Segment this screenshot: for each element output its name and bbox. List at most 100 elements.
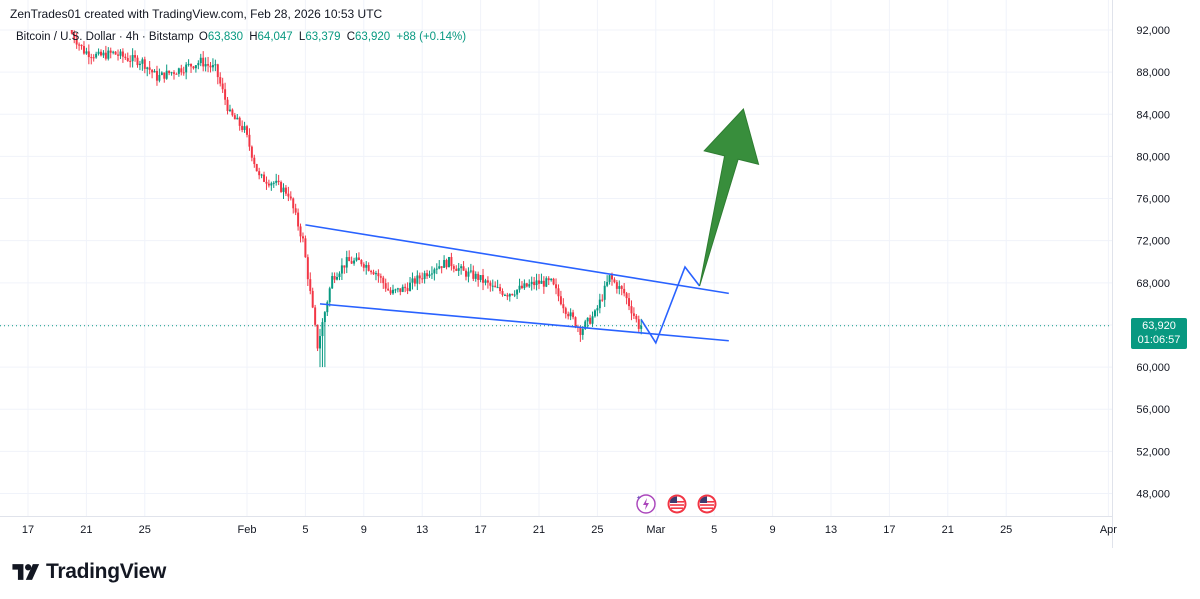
candle-body — [138, 63, 141, 66]
attribution-text: ZenTrades01 created with TradingView.com… — [10, 7, 383, 21]
tradingview-brand-text: TradingView — [46, 560, 167, 583]
candle-body — [538, 280, 540, 284]
candle-body — [367, 264, 370, 271]
legend-change: +88 (+0.14%) — [396, 31, 467, 43]
candle-body — [598, 299, 601, 309]
candle-body — [530, 281, 533, 285]
candle-body — [635, 315, 638, 320]
candle-body — [618, 286, 621, 289]
candle-body — [168, 70, 171, 74]
candle-body — [258, 171, 261, 176]
sparkle-event-icon[interactable] — [636, 494, 656, 514]
price-chart[interactable]: 92,000 88,000 84,000 80,000 76,000 72,000 68,0… — [0, 0, 1200, 548]
tradingview-logo: TradingView — [10, 558, 166, 586]
candle-body — [180, 68, 183, 73]
candle-body — [586, 317, 589, 322]
candle-body — [399, 288, 402, 292]
time-axis-label: 17 — [474, 524, 486, 536]
candle-body — [350, 261, 353, 264]
candle-body — [219, 77, 222, 84]
candle-body — [401, 286, 404, 292]
candle-body — [557, 288, 560, 297]
candle-body — [613, 279, 616, 283]
time-axis-label: 17 — [22, 524, 34, 536]
candle-body — [163, 72, 166, 79]
candle-body — [426, 273, 429, 277]
candle-body — [623, 288, 626, 294]
last-price-tag: 63,920 01:06:57 — [1131, 318, 1187, 349]
candle-body — [143, 59, 146, 69]
time-axis-label: 21 — [942, 524, 954, 536]
candle-body — [389, 290, 392, 294]
candle-body — [435, 268, 438, 270]
candle-body — [508, 293, 511, 297]
candle-body — [90, 57, 93, 59]
candle-body — [469, 270, 472, 272]
candle-body — [85, 51, 88, 54]
candle-body — [267, 183, 270, 186]
candle-body — [306, 257, 309, 280]
candle-body — [467, 271, 470, 277]
candle-body — [516, 289, 519, 295]
candle-body — [611, 275, 613, 280]
bar-countdown: 01:06:57 — [1137, 334, 1181, 346]
time-axis-label: 5 — [711, 524, 717, 536]
candle-body — [404, 286, 407, 289]
candle-body — [165, 70, 168, 79]
candle-body — [382, 277, 385, 284]
candle-body — [579, 327, 582, 335]
tradingview-logo-icon — [12, 564, 40, 580]
candle-body — [173, 72, 175, 74]
candle-body — [596, 308, 599, 311]
candle-body — [377, 273, 380, 277]
time-axis-label: 17 — [883, 524, 895, 536]
candle-body — [360, 260, 363, 265]
candle-body — [640, 325, 643, 329]
candle-body — [119, 51, 122, 56]
candle-body — [260, 174, 263, 176]
candle-body — [345, 257, 348, 268]
candle-body — [243, 126, 246, 130]
price-axis-label: 48,000 — [1136, 489, 1170, 501]
candle-body — [197, 63, 200, 66]
candle-body — [129, 60, 132, 62]
candle-body — [207, 64, 210, 66]
time-axis-label: 21 — [80, 524, 92, 536]
candle-body — [484, 280, 487, 283]
us-flag-event-icon[interactable] — [697, 494, 717, 514]
candle-body — [630, 306, 633, 314]
candle-body — [107, 50, 110, 59]
time-axis-label: Feb — [238, 524, 257, 536]
chart-area[interactable]: 92,000 88,000 84,000 80,000 76,000 72,000 68,0… — [0, 0, 1200, 548]
candle-body — [141, 59, 144, 64]
candle-body — [450, 257, 453, 267]
us-flag-event-icon[interactable] — [667, 494, 687, 514]
candle-body — [155, 71, 158, 81]
candle-body — [314, 307, 317, 325]
candle-body — [216, 64, 219, 78]
candle-body — [581, 328, 584, 335]
candle-body — [525, 283, 528, 287]
time-axis-label: 25 — [1000, 524, 1012, 536]
candle-body — [387, 288, 390, 291]
time-axis-label: 5 — [302, 524, 308, 536]
candle-body — [353, 260, 356, 264]
candle-body — [584, 321, 587, 329]
candle-body — [338, 273, 341, 277]
candle-body — [182, 72, 185, 74]
candle-body — [433, 269, 436, 274]
candle-body — [452, 266, 455, 269]
candle-body — [104, 52, 107, 59]
last-price-value: 63,920 — [1142, 320, 1176, 332]
candle-body — [379, 276, 382, 278]
candle-body — [372, 272, 375, 275]
candle-body — [421, 278, 424, 280]
candle-body — [606, 282, 609, 286]
candle-body — [394, 289, 397, 291]
legend-low-value: 63,379 — [305, 31, 341, 43]
candle-body — [374, 273, 377, 275]
candle-body — [620, 286, 623, 289]
candle-body — [357, 257, 360, 261]
candle-body — [443, 260, 446, 268]
candle-body — [131, 55, 134, 62]
